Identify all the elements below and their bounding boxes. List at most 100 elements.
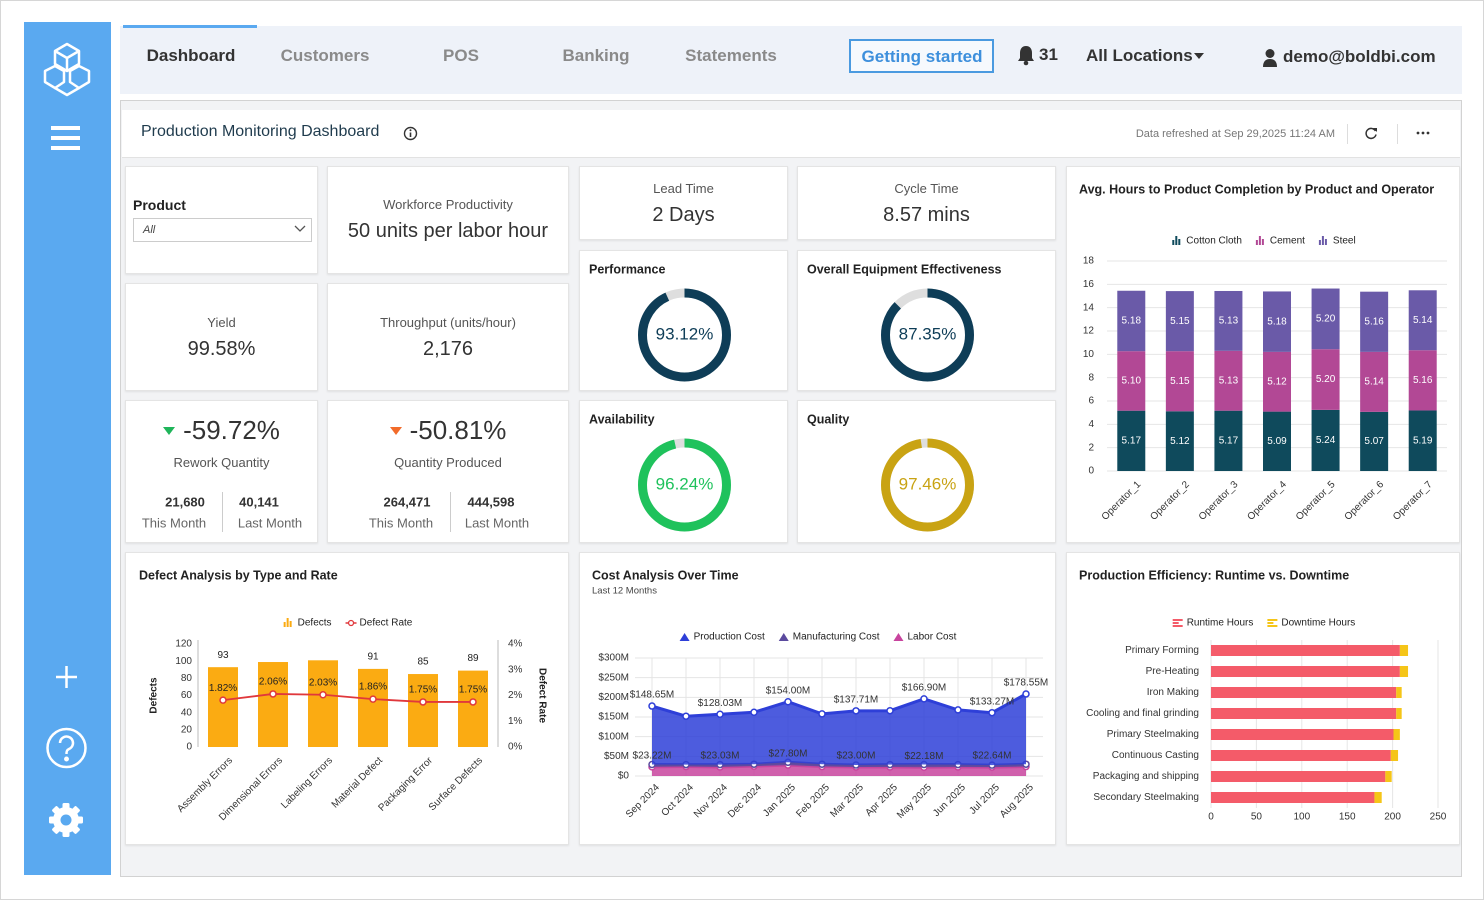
x-tick-label: Sep 2024 xyxy=(624,782,662,820)
filter-dropdown[interactable] xyxy=(133,218,312,242)
y-tick-label: 18 xyxy=(1083,256,1095,267)
x-tick-label: Labeling Errors xyxy=(279,755,335,811)
kpi-title: Throughput (units/hour) xyxy=(328,315,568,330)
y-tick-label: 14 xyxy=(1083,302,1095,313)
point xyxy=(989,710,995,716)
hbar-chart: Production Efficiency: Runtime vs. Downt… xyxy=(1067,553,1460,845)
x-tick-label: Jul 2025 xyxy=(967,782,1002,817)
legend-label: Defect Rate xyxy=(360,618,413,629)
data-label: $23.03M xyxy=(701,751,740,762)
x-tick-label: 0 xyxy=(1208,812,1214,823)
data-label: 5.15 xyxy=(1170,316,1190,327)
data-label: 5.07 xyxy=(1364,436,1384,447)
data-label: $23.22M xyxy=(633,751,672,762)
point xyxy=(853,708,859,714)
change-value: -50.81% xyxy=(410,415,507,446)
settings-icon[interactable] xyxy=(49,803,83,837)
logo[interactable] xyxy=(45,44,89,95)
point xyxy=(420,699,426,705)
bell-icon[interactable] xyxy=(1016,44,1036,66)
x-tick-label: Operator_1 xyxy=(1100,479,1144,523)
legend-swatch xyxy=(680,633,690,641)
more-icon[interactable] xyxy=(1415,130,1431,136)
x-tick-label: 150 xyxy=(1339,812,1356,823)
nav-tab[interactable]: Customers xyxy=(281,46,370,66)
point xyxy=(921,696,927,702)
data-label: 1.75% xyxy=(459,685,487,696)
notification-count[interactable]: 31 xyxy=(1039,45,1058,65)
point xyxy=(220,697,226,703)
chart-title: Overall Equipment Effectiveness xyxy=(807,262,1002,276)
point xyxy=(1023,691,1029,697)
x-tick-label: Aug 2025 xyxy=(998,782,1036,820)
legend-label: Downtime Hours xyxy=(1281,618,1355,629)
gauge-card: Performance93.12% xyxy=(579,250,788,391)
legend-label: Runtime Hours xyxy=(1187,618,1254,629)
user-icon[interactable] xyxy=(1262,48,1278,68)
gauge-value: 93.12% xyxy=(656,324,714,343)
bar-segment xyxy=(1211,792,1374,803)
separator xyxy=(1397,124,1398,144)
kpi-value: 2,176 xyxy=(328,338,568,361)
x-tick-label: Jan 2025 xyxy=(761,782,798,819)
nav-tab[interactable]: Statements xyxy=(685,46,777,66)
this-month-label: This Month xyxy=(369,516,433,531)
menu-icon[interactable] xyxy=(51,128,80,148)
data-label: 5.14 xyxy=(1413,315,1433,326)
nav-tab[interactable]: Banking xyxy=(562,46,629,66)
legend-swatch xyxy=(1262,239,1264,245)
legend: Production CostManufacturing CostLabor C… xyxy=(680,632,957,643)
chart-title: Quality xyxy=(807,412,849,426)
chart-title: Defect Analysis by Type and Rate xyxy=(139,568,338,582)
getting-started-label[interactable]: Getting started xyxy=(862,47,983,67)
nav-tab[interactable]: Dashboard xyxy=(147,46,236,66)
legend: Runtime Hours Downtime Hours xyxy=(1173,618,1356,629)
info-icon[interactable] xyxy=(403,126,418,141)
refresh-icon[interactable] xyxy=(1364,126,1378,140)
nav-tab[interactable]: POS xyxy=(443,46,479,66)
bar xyxy=(208,667,238,747)
y-tick-label: 4 xyxy=(1088,419,1094,430)
data-label: 93 xyxy=(217,650,229,661)
bar-segment xyxy=(1396,708,1401,719)
legend-swatch xyxy=(1172,240,1174,245)
location-caret[interactable] xyxy=(1193,52,1205,60)
user-email[interactable]: demo@boldbi.com xyxy=(1283,47,1436,67)
y-tick-label: Iron Making xyxy=(1147,687,1199,698)
x-tick-label: Jun 2025 xyxy=(931,782,968,819)
x-tick-label: Operator_7 xyxy=(1391,479,1435,523)
data-label: 5.18 xyxy=(1267,316,1287,327)
dropdown-chevron[interactable] xyxy=(294,225,306,233)
y-tick-label: 8 xyxy=(1088,372,1094,383)
comparison-title: Rework Quantity xyxy=(126,455,317,470)
point xyxy=(470,699,476,705)
bar-segment xyxy=(1394,729,1400,740)
help-icon[interactable] xyxy=(48,729,86,767)
x-tick-label: Oct 2024 xyxy=(660,782,697,819)
data-label: 5.13 xyxy=(1219,316,1239,327)
kpi-title: Cycle Time xyxy=(798,181,1055,196)
chart-card: Avg. Hours to Product Completion by Prod… xyxy=(1066,166,1460,543)
y2-tick-label: 2% xyxy=(508,690,523,701)
y-tick-label: 60 xyxy=(181,690,193,701)
location-selector[interactable]: All Locations xyxy=(1086,46,1193,66)
data-label: $178.55M xyxy=(1004,678,1048,689)
y-tick-label: Secondary Steelmaking xyxy=(1093,792,1199,803)
gauge-card: Overall Equipment Effectiveness87.35% xyxy=(797,250,1056,391)
data-label: $22.18M xyxy=(905,751,944,762)
gauge-chart: Overall Equipment Effectiveness87.35% xyxy=(798,251,1056,391)
filter-value[interactable]: All xyxy=(143,224,155,236)
this-month-label: This Month xyxy=(142,516,206,531)
data-label: 85 xyxy=(417,657,429,668)
x-tick-label: Dec 2024 xyxy=(726,782,764,820)
change-row: -59.72% xyxy=(126,415,317,446)
add-icon[interactable] xyxy=(56,666,77,688)
y-tick-label: Cooling and final grinding xyxy=(1086,708,1199,719)
data-label: 2.06% xyxy=(259,677,287,688)
legend-swatch xyxy=(1178,239,1180,245)
x-tick-label: Operator_6 xyxy=(1343,479,1387,523)
legend-label: Cotton Cloth xyxy=(1186,236,1242,247)
data-label: 5.20 xyxy=(1316,374,1336,385)
data-label: $22.64M xyxy=(973,751,1012,762)
legend-swatch xyxy=(1319,240,1321,245)
